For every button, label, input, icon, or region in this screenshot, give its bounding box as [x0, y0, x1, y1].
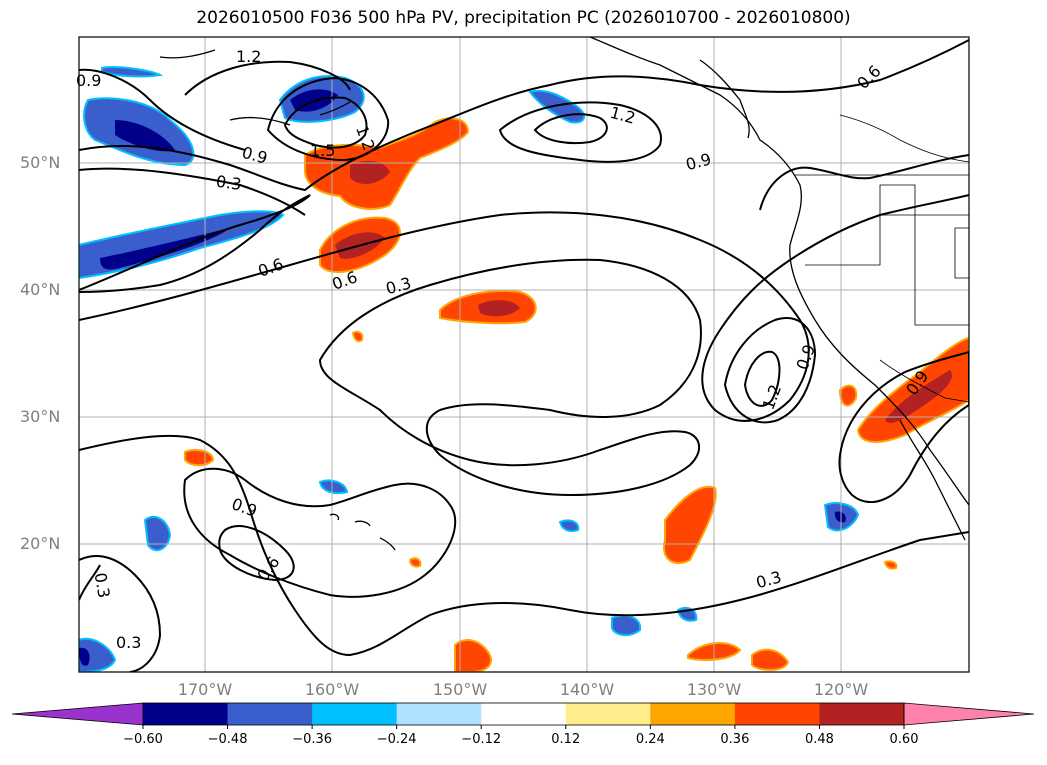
- map-frame: [78, 36, 970, 673]
- lat-label-50n: 50°N: [20, 153, 61, 172]
- colorbar-segment: [312, 703, 398, 725]
- lon-label-120w: 120°W: [813, 680, 869, 699]
- lon-label-170w: 170°W: [177, 680, 233, 699]
- colorbar-segment: [143, 703, 229, 725]
- colorbar-extend-max: [903, 702, 1035, 726]
- colorbar-tick-label: 0.48: [804, 732, 834, 747]
- colorbar-segment: [565, 703, 651, 725]
- lat-label-40n: 40°N: [20, 280, 61, 299]
- colorbar-segment: [227, 703, 313, 725]
- colorbar-tick-label: −0.24: [376, 732, 417, 747]
- colorbar: [11, 702, 1035, 729]
- colorbar-segment: [819, 703, 905, 725]
- lat-label-20n: 20°N: [20, 534, 61, 553]
- lon-label-130w: 130°W: [686, 680, 742, 699]
- colorbar-segment: [650, 703, 736, 725]
- colorbar-tick-label: −0.36: [292, 732, 333, 747]
- pv-contours: [79, 39, 969, 672]
- contour-label: 1.5: [310, 141, 335, 160]
- contour-label: 0.9: [76, 71, 101, 90]
- colorbar-tick-label: 0.60: [889, 732, 919, 747]
- colorbar-segment: [396, 703, 482, 725]
- colorbar-tick-label: −0.48: [207, 732, 248, 747]
- lon-label-160w: 160°W: [304, 680, 360, 699]
- contour-label: 1.2: [236, 47, 261, 66]
- contour-label: 0.3: [215, 172, 243, 194]
- contour-label: 0.3: [116, 633, 141, 652]
- colorbar-segment: [481, 703, 567, 725]
- map-background: [79, 37, 969, 672]
- lon-label-150w: 150°W: [432, 680, 488, 699]
- colorbar-extend-min: [11, 702, 144, 726]
- lon-label-140w: 140°W: [559, 680, 615, 699]
- colorbar-tick-label: 0.24: [635, 732, 665, 747]
- colorbar-tick-label: 0.12: [551, 732, 581, 747]
- colorbar-segment: [734, 703, 820, 725]
- colorbar-tick-label: −0.12: [461, 732, 502, 747]
- colorbar-tick-label: 0.36: [720, 732, 750, 747]
- colorbar-tick-label: −0.60: [123, 732, 163, 747]
- contour-label: 0.3: [91, 571, 114, 599]
- colorbar-outline: [142, 702, 905, 726]
- coastlines: [159, 37, 969, 551]
- map-title: 2026010500 F036 500 hPa PV, precipitatio…: [196, 8, 851, 28]
- lat-label-30n: 30°N: [20, 407, 61, 426]
